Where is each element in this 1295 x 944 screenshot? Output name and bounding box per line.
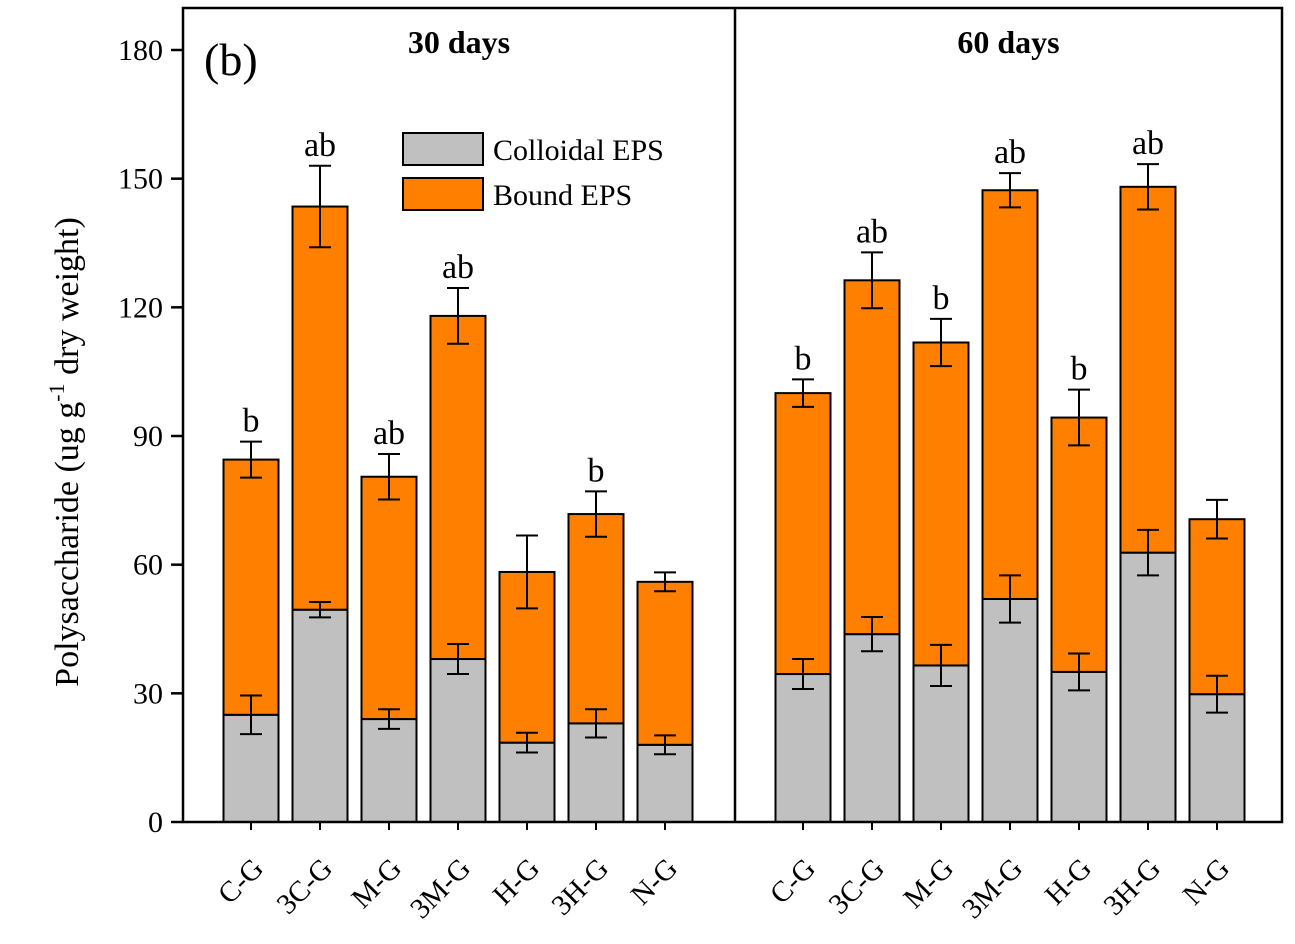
bar-bound <box>1119 185 1177 554</box>
legend-label: Colloidal EPS <box>493 134 664 167</box>
bar-bound <box>1188 518 1246 696</box>
y-axis-label-main: Polysaccharide (ug g <box>49 402 86 687</box>
y-tick-label: 180 <box>118 34 163 67</box>
bar-bound <box>360 475 418 721</box>
y-axis-label: Polysaccharide (ug g-1 dry weight) <box>44 217 86 687</box>
category-label: 3C-G <box>823 852 891 920</box>
category-label: N-G <box>625 852 684 911</box>
significance-label: b <box>933 280 950 317</box>
bars-layer <box>222 163 1246 824</box>
category-label: C-G <box>764 852 822 910</box>
y-tick-label: 30 <box>133 677 163 710</box>
y-tick-label: 60 <box>133 549 163 582</box>
category-label: N-G <box>1177 852 1236 911</box>
category-label: 3H-G <box>1098 852 1167 921</box>
y-tick-label: 0 <box>148 806 163 839</box>
bar-bound <box>774 392 832 676</box>
bar-colloidal <box>774 673 832 823</box>
significance-label: b <box>1071 351 1088 388</box>
category-label: 3C-G <box>271 852 339 920</box>
bar-bound <box>912 341 970 667</box>
bar-bound <box>981 189 1039 600</box>
significance-label: ab <box>442 249 474 286</box>
significance-label: b <box>795 340 812 377</box>
bar-bound <box>567 513 625 725</box>
bar-colloidal <box>843 633 901 823</box>
significance-label: b <box>243 403 260 440</box>
panel-title: 30 days <box>408 24 510 60</box>
y-axis-label-unit: dry weight) <box>49 217 86 383</box>
category-label: H-G <box>1039 852 1098 911</box>
category-label: H-G <box>487 852 546 911</box>
legend-label: Bound EPS <box>493 179 632 212</box>
category-label: M-G <box>345 852 408 915</box>
category-label: C-G <box>212 852 270 910</box>
y-tick-label: 120 <box>118 291 163 324</box>
bar-bound <box>222 458 280 716</box>
bar-colloidal <box>291 608 349 824</box>
bar-colloidal <box>1050 670 1108 824</box>
plot-frame <box>181 6 1284 824</box>
category-label: 3M-G <box>956 852 1029 925</box>
bar-bound <box>291 205 349 611</box>
category-label: 3H-G <box>546 852 615 921</box>
y-axis-label-superscript: -1 <box>44 383 69 401</box>
significance-label: ab <box>373 415 405 452</box>
bar-colloidal <box>1188 693 1246 823</box>
bar-colloidal <box>636 743 694 823</box>
bar-colloidal <box>567 722 625 823</box>
bar-bound <box>636 580 694 746</box>
bar-colloidal <box>498 741 556 824</box>
bar-colloidal <box>981 597 1039 823</box>
significance-label: b <box>588 452 605 489</box>
significance-label: ab <box>1132 125 1164 162</box>
bar-colloidal <box>912 664 970 824</box>
axes-layer <box>171 6 1284 830</box>
panel-label: (b) <box>204 34 258 85</box>
legend-swatch-colloidal <box>402 132 484 166</box>
category-label: 3M-G <box>404 852 477 925</box>
significance-label: ab <box>304 127 336 164</box>
significance-label: ab <box>856 213 888 250</box>
bar-bound <box>1050 416 1108 673</box>
legend: Colloidal EPS Bound EPS <box>402 132 664 212</box>
category-label: M-G <box>897 852 960 915</box>
bar-bound <box>429 314 487 661</box>
bar-colloidal <box>1119 551 1177 823</box>
bar-colloidal <box>360 718 418 823</box>
y-tick-label: 90 <box>133 420 163 453</box>
significance-label: ab <box>994 134 1026 171</box>
bar-bound <box>843 279 901 636</box>
panel-title: 60 days <box>957 24 1059 60</box>
legend-swatch-bound <box>402 177 484 211</box>
bar-colloidal <box>429 658 487 823</box>
y-tick-label: 150 <box>118 163 163 196</box>
